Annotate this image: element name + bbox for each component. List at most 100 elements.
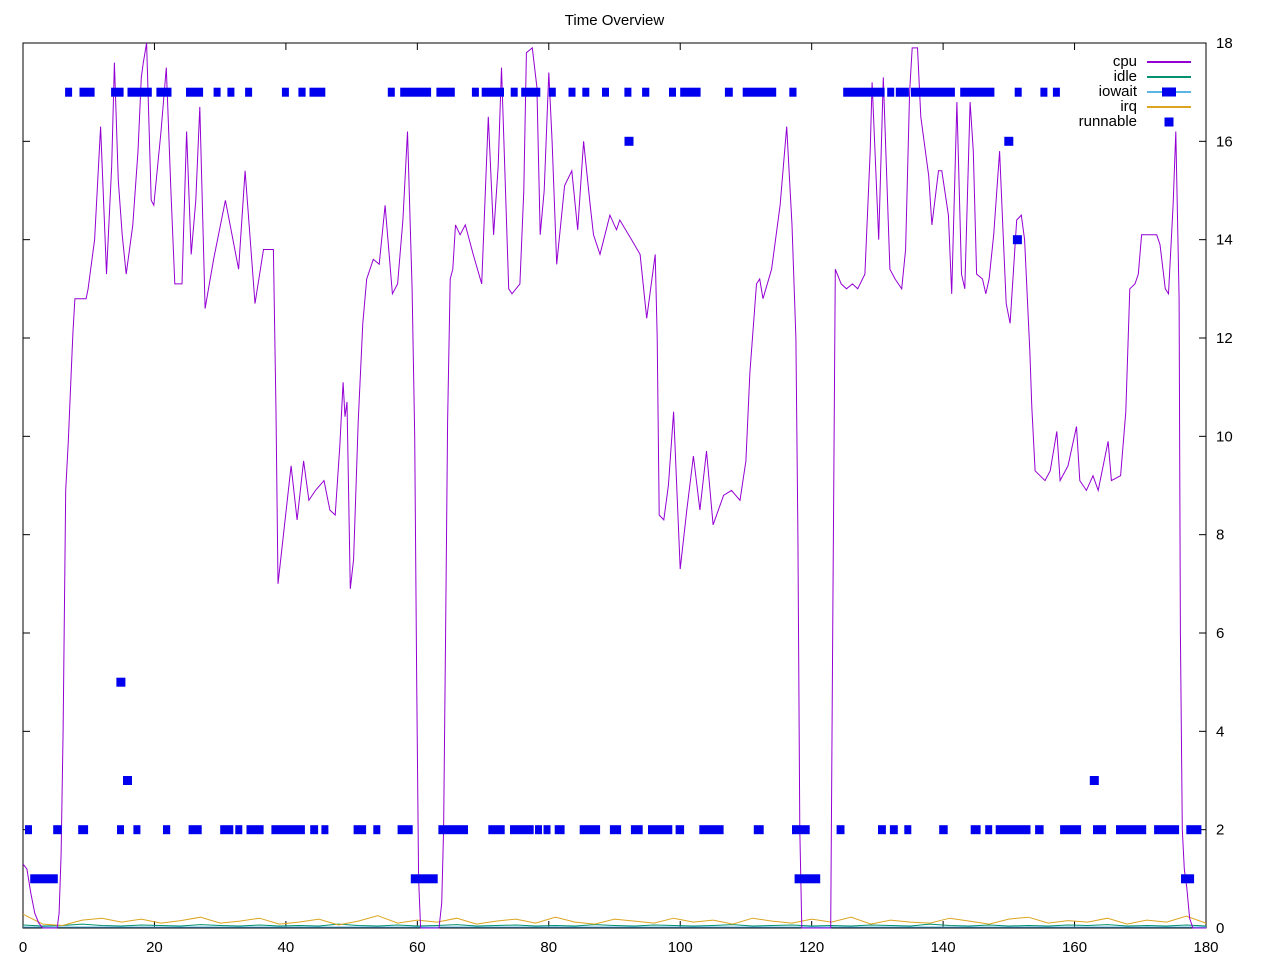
runnable-marker-dash [792,825,810,835]
runnable-marker-dash [309,87,326,97]
runnable-marker-dash [724,87,733,97]
runnable-marker-dash [227,87,235,97]
cpu-series-line [23,42,1206,929]
runnable-marker-dash [410,874,438,884]
runnable-marker-dash [789,87,797,97]
runnable-marker-point [1004,136,1014,146]
runnable-marker-dash [188,825,202,835]
runnable-marker-dash [400,87,432,97]
runnable-marker-dash [669,87,676,97]
y-tick-label: 0 [1216,920,1224,937]
runnable-marker-dash [117,825,124,835]
runnable-marker-dash [79,87,95,97]
runnable-marker-dash [1093,825,1107,835]
runnable-marker-dash [1014,87,1022,97]
y-tick-label: 6 [1216,625,1224,642]
x-tick-label: 80 [540,939,557,956]
idle-series-line [23,923,1206,927]
legend-row-irq: irq [1000,99,1191,114]
runnable-marker-dash [548,87,556,97]
runnable-marker-dash [995,825,1031,835]
runnable-marker-dash [794,874,821,884]
runnable-marker-dash [397,825,413,835]
runnable-marker-dash [25,825,32,835]
runnable-marker-dash [1186,825,1202,835]
y-tick-label: 2 [1216,822,1224,839]
irq-series-line [23,913,1206,927]
y-tick-label: 18 [1216,35,1233,52]
runnable-marker-dash [878,825,886,835]
x-tick-label: 140 [931,939,956,956]
legend-label-cpu: cpu [1112,53,1137,70]
runnable-marker-point [123,776,132,785]
runnable-marker-dash [939,825,948,835]
runnable-marker-dash [843,87,885,97]
legend-row-idle: idle [1000,69,1191,84]
runnable-marker-dash [53,825,62,835]
runnable-marker-dash [246,825,264,835]
runnable-marker-dash [889,825,898,835]
runnable-marker-dash [510,825,534,835]
runnable-marker-dash [271,825,305,835]
runnable-marker-dash [554,825,565,835]
legend-sample-cpu [1147,54,1191,69]
runnable-marker-dash [373,825,381,835]
legend-sample-irq [1147,99,1191,114]
legend-label-runnable: runnable [1078,113,1137,130]
x-tick-label: 120 [799,939,824,956]
runnable-marker-dash [163,825,171,835]
runnable-marker-dash [887,87,895,97]
runnable-marker-dash [895,87,909,97]
runnable-marker-dash [910,87,955,97]
runnable-marker-dash [353,825,367,835]
runnable-marker-dash [1116,825,1147,835]
runnable-marker-dash [535,825,542,835]
runnable-marker-dash [111,87,124,97]
legend-row-cpu: cpu [1000,54,1191,69]
runnable-marker-dash [960,87,995,97]
runnable-marker-dash [30,874,58,884]
runnable-marker-dash [78,825,89,835]
runnable-marker-dash [298,87,306,97]
x-tick-label: 60 [409,939,426,956]
legend-label-irq: irq [1120,98,1137,115]
runnable-marker-dash [543,825,551,835]
runnable-marker-dash [521,87,541,97]
runnable-marker-dash [1181,874,1195,884]
runnable-marker-dash [310,825,319,835]
legend: cpu idle iowait irq runnable [1000,54,1191,129]
runnable-marker-point [624,136,634,146]
runnable-marker-dash [481,87,504,97]
runnable-marker-dash [624,87,632,97]
legend-row-iowait: iowait [1000,84,1191,99]
runnable-marker-dash [1040,87,1048,97]
runnable-marker-dash [438,825,468,835]
runnable-marker-dash [387,87,395,97]
runnable-marker-dash [675,825,685,835]
runnable-marker-point [1089,776,1099,785]
runnable-marker-dash [699,825,724,835]
runnable-marker-dash [582,87,590,97]
y-tick-label: 4 [1216,723,1224,740]
x-tick-label: 100 [668,939,693,956]
runnable-marker-dash [742,87,777,97]
runnable-marker-dash [1154,825,1180,835]
x-tick-label: 20 [146,939,163,956]
runnable-marker-dash [1052,87,1060,97]
runnable-marker-dash [609,825,622,835]
runnable-marker-dash [648,825,673,835]
runnable-marker-dash [510,87,518,97]
runnable-marker-dash [213,87,221,97]
legend-sample-iowait [1147,84,1191,99]
runnable-marker-dash [321,825,329,835]
x-tick-label: 160 [1062,939,1087,956]
runnable-marker-dash [836,825,845,835]
runnable-marker-dash [680,87,701,97]
runnable-marker-dash [436,87,455,97]
chart-title: Time Overview [564,12,665,29]
x-tick-label: 180 [1193,939,1218,956]
x-tick-label: 0 [19,939,27,956]
runnable-marker-dash [488,825,505,835]
runnable-marker-dash [579,825,601,835]
runnable-marker-dash [245,87,253,97]
